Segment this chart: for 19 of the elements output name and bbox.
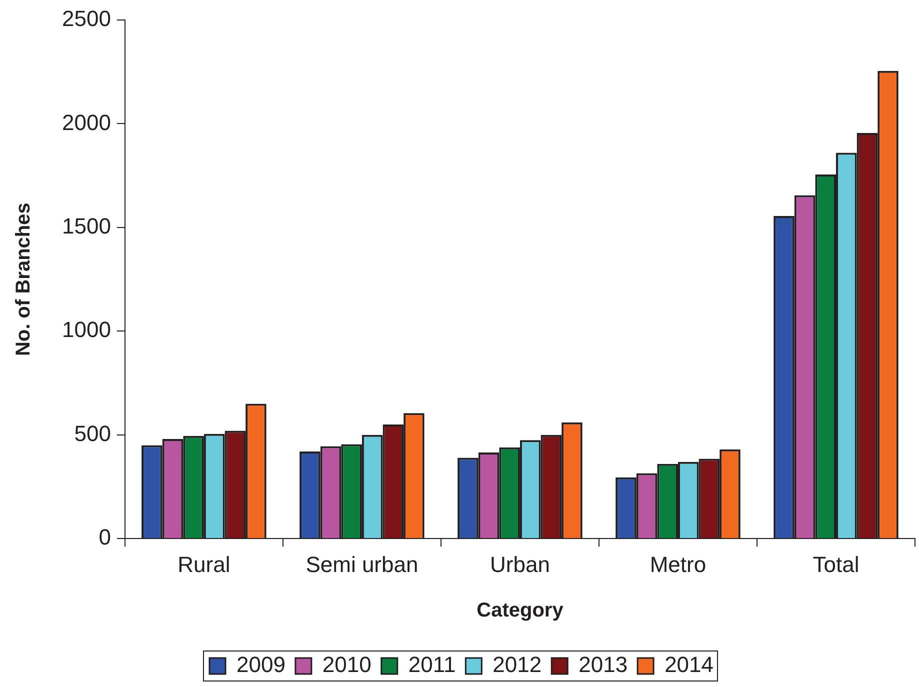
x-axis-title: Category xyxy=(476,600,564,622)
y-tick-label: 500 xyxy=(74,420,111,446)
x-tick-label: Semi urban xyxy=(306,552,418,577)
x-tick-label: Metro xyxy=(650,552,706,577)
y-tick-label: 2000 xyxy=(62,110,111,135)
y-tick-label: 2500 xyxy=(62,6,111,32)
x-tick-label: Urban xyxy=(490,552,550,577)
y-tick-label: 1500 xyxy=(62,214,111,239)
legend-label: 2009 xyxy=(236,652,286,678)
y-tick-label: 0 xyxy=(98,524,111,550)
x-tick-label: Total xyxy=(812,552,860,577)
legend-label: 2013 xyxy=(578,652,628,678)
y-tick-label: 1000 xyxy=(62,317,111,342)
legend-label: 2010 xyxy=(322,652,372,678)
y-axis-title: No. of Branches xyxy=(12,202,35,356)
legend-label: 2012 xyxy=(492,652,542,678)
x-tick-label: Rural xyxy=(178,552,230,577)
legend-label: 2014 xyxy=(664,652,714,678)
legend-label: 2011 xyxy=(408,652,456,678)
